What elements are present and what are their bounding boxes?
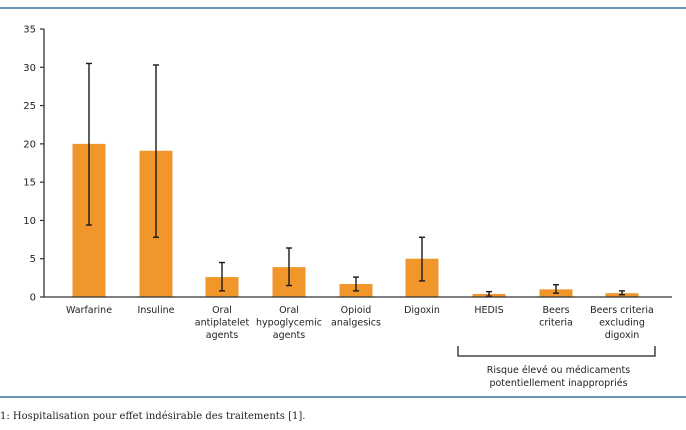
category-label: Digoxin <box>404 305 440 316</box>
group-annotation: Risque élevé ou médicaments potentielleme… <box>458 346 655 389</box>
y-tick-label: 20 <box>23 139 36 150</box>
bottom-border-rule <box>0 396 686 398</box>
category-label: excluding <box>599 318 645 329</box>
category-label: Beers <box>542 305 569 316</box>
group-label: potentiellement inappropriés <box>489 378 627 389</box>
y-tick-label: 5 <box>30 254 36 265</box>
category-label: analgesics <box>331 318 381 329</box>
group-label: Risque élevé ou médicaments <box>487 365 630 376</box>
group-bracket <box>458 346 655 356</box>
bars <box>73 144 639 297</box>
category-label: agents <box>273 330 305 341</box>
category-label: hypoglycemic <box>256 318 322 329</box>
figure-caption: 1: Hospitalisation pour effet indésirabl… <box>0 411 305 422</box>
category-label: Beers criteria <box>590 305 654 316</box>
category-label: Oral <box>212 305 232 316</box>
bar-chart: 0 5 10 15 20 25 30 35 Warfarine Insuline Oral anti… <box>0 0 686 400</box>
category-label: Opioid <box>341 305 372 316</box>
y-tick-label: 15 <box>23 178 36 189</box>
category-label: Warfarine <box>66 305 112 316</box>
y-tick-label: 25 <box>23 101 36 112</box>
category-label: Insuline <box>138 305 175 316</box>
y-tick-label: 0 <box>30 293 36 304</box>
category-label: agents <box>206 330 238 341</box>
category-labels: Warfarine Insuline OralantiplateletagentsO… <box>66 305 654 341</box>
y-tick-label: 35 <box>23 25 36 36</box>
category-label: antiplatelet <box>195 318 250 329</box>
y-tick-label: 10 <box>23 216 36 227</box>
category-label: criteria <box>539 318 573 329</box>
category-label: Oral <box>279 305 299 316</box>
category-label: HEDIS <box>474 305 503 316</box>
y-tick-label: 30 <box>23 63 36 74</box>
y-axis: 0 5 10 15 20 25 30 35 <box>23 25 44 304</box>
category-label: digoxin <box>605 330 640 341</box>
